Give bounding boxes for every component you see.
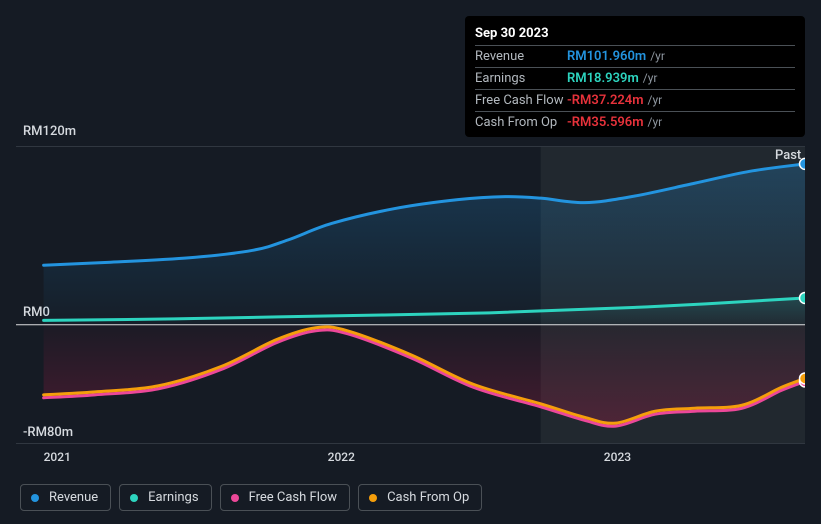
legend-label: Cash From Op bbox=[387, 490, 469, 505]
legend-label: Revenue bbox=[49, 490, 98, 505]
past-label: Past bbox=[775, 148, 801, 163]
tooltip-row-label: Revenue bbox=[475, 49, 567, 64]
tooltip-row-unit: /yr bbox=[648, 93, 663, 107]
tooltip-date: Sep 30 2023 bbox=[475, 22, 795, 46]
legend-label: Earnings bbox=[148, 490, 198, 505]
legend-label: Free Cash Flow bbox=[249, 490, 337, 505]
tooltip-row-value: RM101.960m bbox=[567, 49, 646, 64]
x-axis-tick: 2023 bbox=[604, 450, 631, 464]
legend-dot-icon bbox=[369, 494, 377, 502]
tooltip-row: EarningsRM18.939m/yr bbox=[475, 68, 795, 90]
legend-item[interactable]: Revenue bbox=[20, 484, 111, 511]
legend: Revenue Earnings Free Cash Flow Cash From O… bbox=[20, 484, 482, 511]
legend-item[interactable]: Cash From Op bbox=[358, 484, 482, 511]
legend-dot-icon bbox=[31, 494, 39, 502]
tooltip-row-value: RM18.939m bbox=[567, 71, 639, 86]
tooltip-row: Cash From Op-RM35.596m/yr bbox=[475, 112, 795, 133]
tooltip-row-label: Earnings bbox=[475, 71, 567, 86]
tooltip-row: Free Cash Flow-RM37.224m/yr bbox=[475, 90, 795, 112]
tooltip-row-value: -RM37.224m bbox=[567, 93, 644, 108]
legend-item[interactable]: Free Cash Flow bbox=[220, 484, 350, 511]
tooltip-row-value: -RM35.596m bbox=[567, 115, 644, 130]
tooltip-row: RevenueRM101.960m/yr bbox=[475, 46, 795, 68]
legend-dot-icon bbox=[130, 494, 138, 502]
tooltip-panel: Sep 30 2023 RevenueRM101.960m/yrEarnings… bbox=[465, 16, 805, 137]
tooltip-row-label: Cash From Op bbox=[475, 115, 567, 130]
tooltip-row-unit: /yr bbox=[648, 115, 663, 129]
tooltip-row-label: Free Cash Flow bbox=[475, 93, 567, 108]
chart-area[interactable] bbox=[16, 146, 805, 444]
x-axis-tick: 2022 bbox=[328, 450, 355, 464]
legend-dot-icon bbox=[231, 494, 239, 502]
legend-item[interactable]: Earnings bbox=[119, 484, 211, 511]
x-axis-tick: 2021 bbox=[44, 450, 71, 464]
tooltip-row-unit: /yr bbox=[643, 71, 658, 85]
y-axis-top-label: RM120m bbox=[23, 124, 76, 139]
tooltip-row-unit: /yr bbox=[650, 49, 665, 63]
